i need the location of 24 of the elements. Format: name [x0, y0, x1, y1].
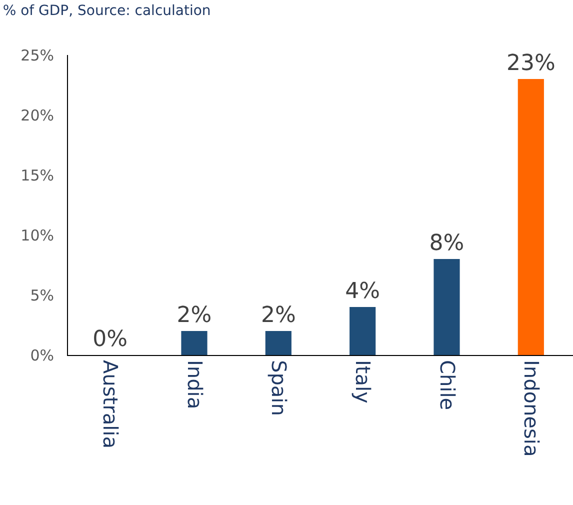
y-tick-label: 25%	[20, 46, 54, 64]
bar	[518, 79, 544, 355]
x-tick-label: Australia	[98, 360, 123, 448]
data-label: 2%	[260, 303, 296, 328]
chart-subtitle: % of GDP, Source: calculation	[2, 2, 211, 19]
data-label: 0%	[92, 327, 128, 352]
x-tick-label: Chile	[435, 360, 460, 410]
y-tick-label: 0%	[30, 346, 54, 364]
y-tick-label: 10%	[20, 226, 54, 244]
bar	[434, 259, 460, 355]
x-tick-label: Indonesia	[519, 360, 544, 457]
bar	[181, 331, 208, 355]
data-label: 4%	[345, 279, 380, 304]
y-tick-label: 15%	[20, 166, 54, 184]
y-tick-label: 20%	[20, 106, 54, 124]
x-tick-label: Italy	[351, 360, 376, 404]
x-tick-label: India	[182, 360, 207, 410]
data-label: 2%	[176, 303, 212, 328]
data-label: 23%	[506, 51, 556, 76]
bar	[350, 307, 376, 355]
data-label: 8%	[429, 231, 464, 256]
x-tick-label: Spain	[266, 360, 291, 416]
bar	[265, 331, 292, 355]
y-tick-label: 5%	[30, 286, 54, 304]
